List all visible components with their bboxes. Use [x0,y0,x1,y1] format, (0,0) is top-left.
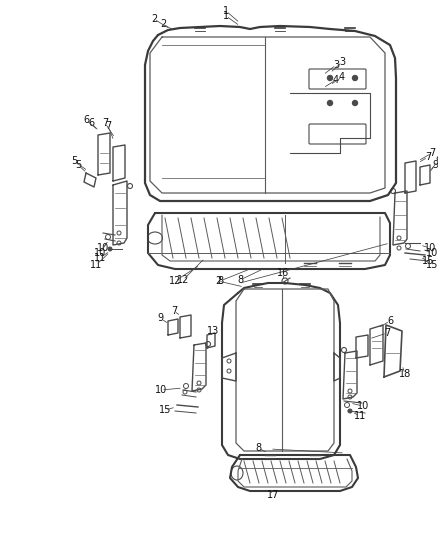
Text: 3: 3 [333,60,339,70]
Text: 5: 5 [71,156,77,166]
Circle shape [108,247,112,251]
Text: 18: 18 [399,369,411,379]
Text: 11: 11 [354,411,366,421]
Text: 7: 7 [425,152,431,162]
Text: 1: 1 [223,6,229,16]
Text: 2: 2 [151,14,157,24]
Text: 10: 10 [426,248,438,258]
Text: 8: 8 [237,275,243,285]
Text: 9: 9 [432,160,438,170]
Text: 1: 1 [223,11,229,21]
Circle shape [328,76,332,80]
Text: 10: 10 [357,401,369,411]
Text: 8: 8 [217,276,223,286]
Text: 15: 15 [159,405,171,415]
Circle shape [353,76,357,80]
Text: 15: 15 [422,256,434,266]
Text: 10: 10 [424,243,436,253]
Text: 6: 6 [387,316,393,326]
Text: 7: 7 [429,148,435,158]
Text: 2: 2 [215,276,221,286]
Text: 13: 13 [207,326,219,336]
Text: 10: 10 [155,385,167,395]
Circle shape [328,101,332,106]
Text: 11: 11 [94,253,106,263]
Text: 2: 2 [160,19,166,29]
Text: 16: 16 [277,268,289,278]
Circle shape [353,101,357,106]
Text: 11: 11 [90,260,102,270]
Text: 3: 3 [339,57,345,67]
Text: 4: 4 [333,75,339,85]
Text: 9: 9 [435,156,438,166]
Text: 8: 8 [255,443,261,453]
Text: 17: 17 [267,490,279,500]
Text: 7: 7 [102,118,108,128]
Text: 4: 4 [339,72,345,82]
Text: 9: 9 [157,313,163,323]
Text: 7: 7 [171,306,177,316]
Text: 6: 6 [88,118,94,128]
Text: 5: 5 [75,160,81,170]
Text: 6: 6 [83,115,89,125]
Text: 7: 7 [105,121,111,131]
Text: 12: 12 [169,276,181,286]
Text: 7: 7 [384,328,390,338]
Text: 12: 12 [177,275,189,285]
Text: 10: 10 [94,248,106,258]
Text: 10: 10 [97,243,109,253]
Text: 15: 15 [426,260,438,270]
Circle shape [348,409,352,413]
